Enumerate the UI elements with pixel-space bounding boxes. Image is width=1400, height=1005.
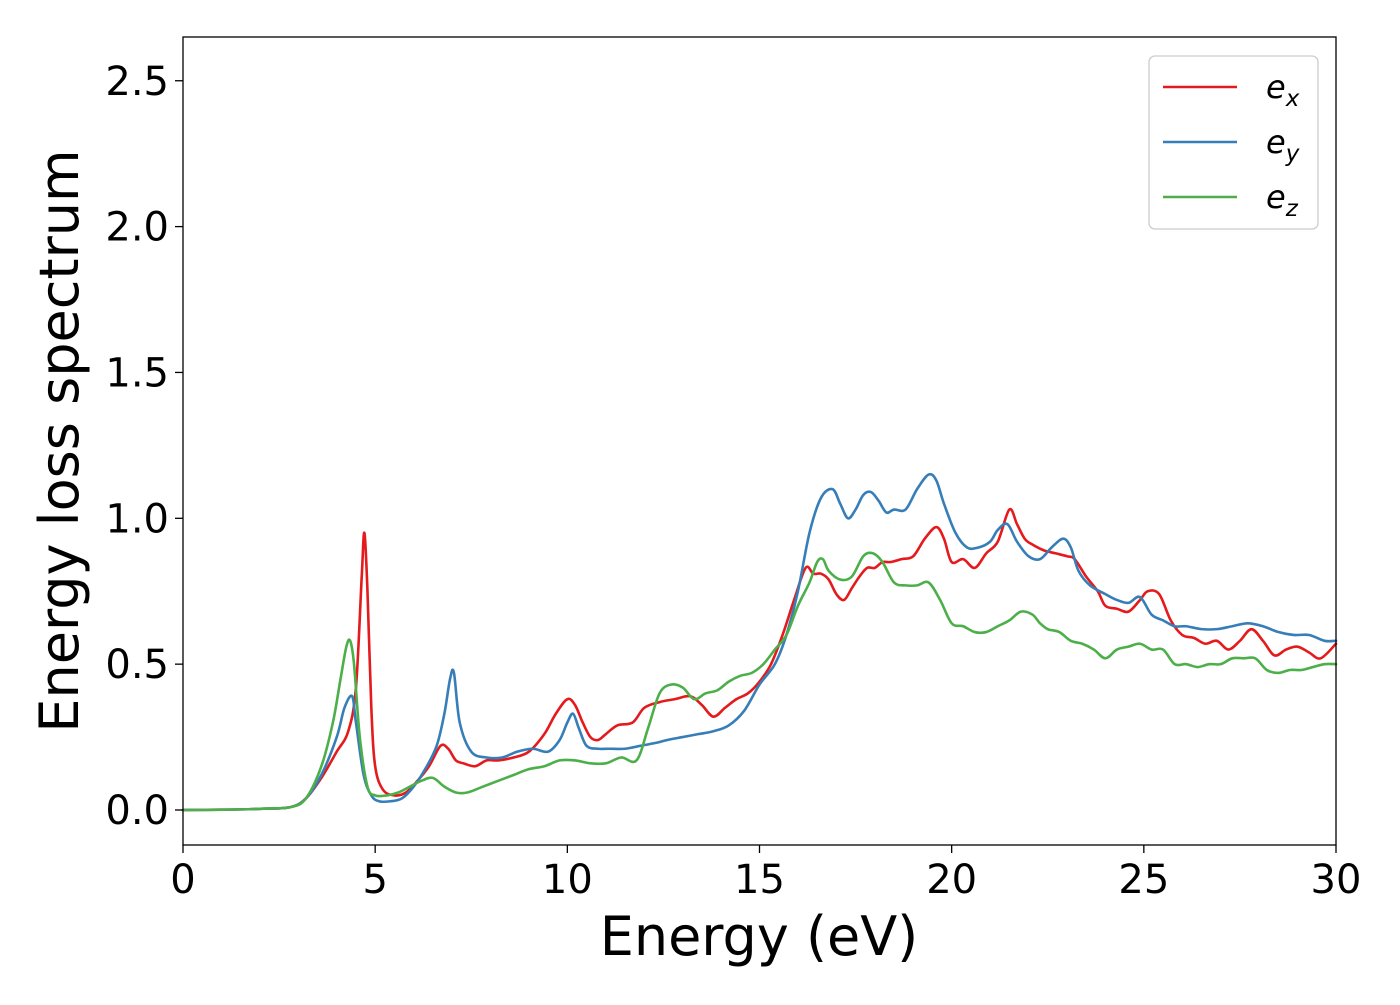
x-tick-label: 20 (926, 857, 977, 903)
x-tick-label: 0 (170, 857, 195, 903)
legend-label-y: ey (1266, 123, 1300, 167)
y-tick-label: 2.5 (105, 59, 169, 105)
x-axis-ticks: 0 5 10 15 20 25 30 (170, 845, 1361, 903)
x-tick-label: 30 (1311, 857, 1362, 903)
series-line-x (181, 507, 1338, 812)
legend-label-x: ex (1266, 68, 1300, 112)
series-line-y (181, 472, 1338, 812)
y-tick-label: 1.5 (105, 350, 169, 396)
series-layer (181, 472, 1338, 812)
y-tick-label: 2.0 (105, 205, 169, 251)
legend: ex ey ez (1148, 55, 1319, 230)
legend-entries: ex ey ez (1163, 68, 1300, 222)
x-tick-label: 5 (362, 857, 387, 903)
x-tick-label: 15 (734, 857, 785, 903)
series-line-z (181, 551, 1338, 812)
x-tick-label: 25 (1118, 857, 1169, 903)
y-tick-label: 1.0 (105, 496, 169, 542)
x-axis-title: Energy (eV) (600, 905, 919, 968)
y-axis-title: Energy loss spectrum (28, 149, 91, 732)
y-tick-label: 0.0 (105, 788, 169, 834)
y-axis-ticks: 0.0 0.5 1.0 1.5 2.0 2.5 (105, 59, 183, 834)
y-tick-label: 0.5 (105, 642, 169, 688)
legend-label-z: ez (1266, 178, 1299, 222)
x-tick-label: 10 (542, 857, 593, 903)
